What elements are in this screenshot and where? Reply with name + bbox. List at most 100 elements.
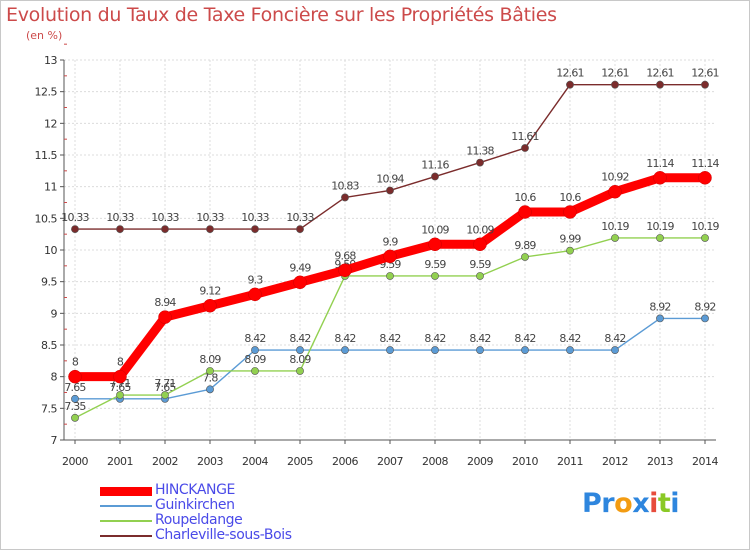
data-point <box>611 346 619 354</box>
data-label: 9.9 <box>382 235 398 248</box>
proxiti-logo: Proxiti <box>582 488 680 519</box>
logo-letter: o <box>614 488 633 519</box>
data-point <box>701 314 709 323</box>
x-tick-label: 2007 <box>377 455 403 468</box>
data-label: 10.19 <box>601 220 629 233</box>
data-label: 9.12 <box>199 285 220 298</box>
data-point <box>656 234 664 242</box>
data-point <box>566 346 574 354</box>
data-label: 7.65 <box>109 381 131 394</box>
data-label: 7.71 <box>154 377 175 390</box>
data-label: 8 <box>72 356 79 369</box>
data-label: 7.8 <box>202 371 218 384</box>
data-point <box>473 237 487 252</box>
y-tick-label: 10 <box>44 244 57 257</box>
y-tick-label: 10.5 <box>35 212 58 225</box>
logo-letter: x <box>632 488 650 519</box>
data-point <box>608 184 622 199</box>
logo-letter: i <box>670 488 680 519</box>
data-point <box>386 186 394 195</box>
x-tick-label: 2002 <box>152 455 178 468</box>
data-label: 8.94 <box>154 296 176 309</box>
data-label: 8 <box>117 356 124 369</box>
data-point <box>161 391 169 399</box>
data-point <box>386 346 394 354</box>
data-label: 10.33 <box>241 211 269 224</box>
data-label: 9.59 <box>469 258 491 271</box>
y-tick-label: 11.5 <box>35 149 58 162</box>
x-tick-label: 2004 <box>242 455 268 468</box>
x-tick-label: 2010 <box>512 455 538 468</box>
data-label: 7.35 <box>64 400 86 413</box>
line-chart: 7 7.5 8 8.5 9 9.5 10 10.5 11 11.5 12 12.5 13 2000 2001… <box>35 43 720 468</box>
data-point <box>296 346 304 354</box>
data-point <box>71 225 79 233</box>
x-tick-label: 2012 <box>602 455 628 468</box>
data-label: 10.92 <box>601 171 629 184</box>
data-label: 9.59 <box>424 258 446 271</box>
legend-swatch <box>100 505 152 507</box>
data-label: 10.6 <box>559 191 581 204</box>
data-point <box>566 246 574 255</box>
data-label: 10.33 <box>61 211 89 224</box>
data-point <box>701 234 709 242</box>
data-point <box>158 310 172 324</box>
y-tick-label: 9 <box>51 307 58 320</box>
logo-letter: t <box>657 488 671 519</box>
data-point <box>68 369 82 384</box>
data-point <box>476 158 484 167</box>
data-label: 8.42 <box>469 332 490 345</box>
data-label: 10.19 <box>691 220 719 233</box>
x-tick-label: 2008 <box>422 455 448 468</box>
data-point <box>611 80 619 89</box>
data-point <box>206 367 214 375</box>
data-point <box>431 346 439 354</box>
data-label: 9.68 <box>334 249 356 262</box>
data-label: 8.42 <box>424 332 445 345</box>
data-point <box>698 171 712 185</box>
y-tick-label: 12.5 <box>35 86 58 99</box>
series-charleville-sous-bois <box>71 80 709 233</box>
data-label: 10.33 <box>196 211 224 224</box>
data-point <box>521 346 529 354</box>
x-tick-label: 2006 <box>332 455 358 468</box>
data-point <box>71 394 79 403</box>
logo-letter: P <box>582 488 602 519</box>
data-point <box>206 385 214 394</box>
data-label: 10.33 <box>151 211 179 224</box>
data-point <box>383 249 397 264</box>
logo-letter: r <box>601 488 615 519</box>
data-point <box>656 80 664 89</box>
x-tick-label: 2014 <box>692 455 718 468</box>
data-point <box>431 172 439 181</box>
data-label: 8.92 <box>694 300 715 313</box>
data-label: 10.83 <box>331 179 359 192</box>
data-point <box>611 234 619 242</box>
data-label: 10.09 <box>466 223 494 236</box>
data-label: 11.14 <box>646 157 674 170</box>
x-tick-label: 2000 <box>62 455 88 468</box>
data-point <box>71 413 79 422</box>
y-tick-label: 12 <box>44 117 57 130</box>
data-label: 8.42 <box>379 332 400 345</box>
data-point <box>296 367 304 375</box>
data-label: 9.49 <box>289 261 311 274</box>
data-label: 8.09 <box>289 353 311 366</box>
data-label: 12.61 <box>691 67 719 80</box>
data-point <box>563 205 577 219</box>
legend-swatch <box>100 520 152 522</box>
data-label: 10.33 <box>106 211 134 224</box>
data-point <box>341 193 349 202</box>
y-tick-label: 13 <box>44 54 57 67</box>
data-label: 8.09 <box>244 353 266 366</box>
x-tick-label: 2009 <box>467 455 493 468</box>
data-point <box>521 253 529 261</box>
data-point <box>341 346 349 354</box>
data-point <box>338 263 352 278</box>
data-label: 11.16 <box>421 159 449 172</box>
data-label: 10.6 <box>514 191 536 204</box>
y-tick-label: 7 <box>51 434 58 447</box>
data-point <box>653 171 667 185</box>
data-point <box>116 391 124 399</box>
legend-label: HINCKANGE <box>155 482 235 498</box>
